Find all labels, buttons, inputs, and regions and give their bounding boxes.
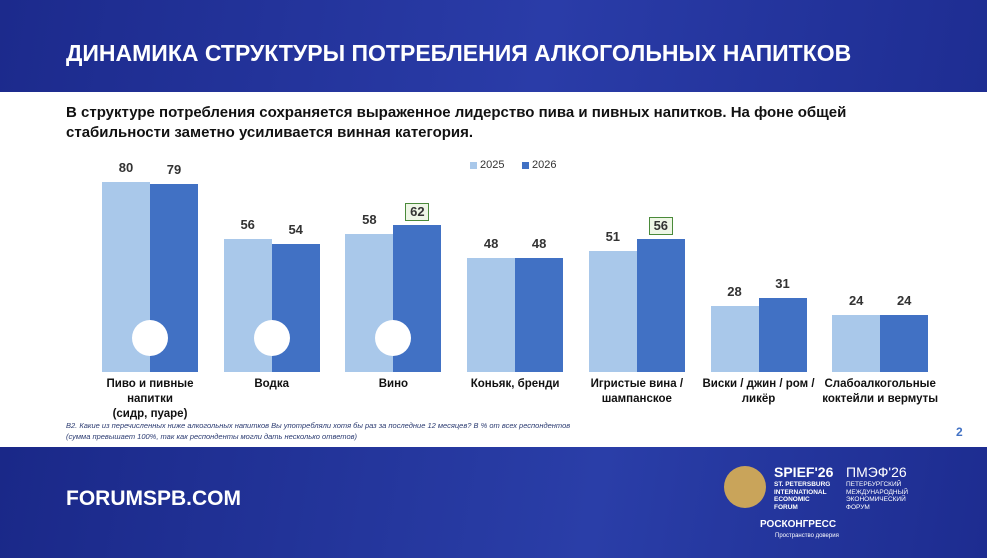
value-label: 79 <box>166 162 182 178</box>
x-tick-label: Виски / джин / ром / ликёр <box>702 378 815 405</box>
subtitle: В структуре потребления сохраняется выра… <box>66 104 847 141</box>
site: FORUMSPB.COM <box>66 487 241 510</box>
bar <box>588 250 637 372</box>
value-label: 56 <box>240 217 255 232</box>
value-label: 51 <box>605 228 621 244</box>
bar <box>832 315 881 372</box>
spief: SPIEF'26 <box>774 464 834 480</box>
value-label: 54 <box>288 221 303 237</box>
x-tick-label: Коньяк, бренди <box>470 378 560 390</box>
icon <box>132 320 168 356</box>
icon <box>375 320 412 356</box>
legend-label: 2025 <box>480 159 505 171</box>
x-tick-label: Пиво и пивные напитки (сидр, пуаре) <box>106 378 194 420</box>
legend-swatch <box>470 162 477 169</box>
x-tick-label: Водка <box>254 378 289 390</box>
header-band <box>0 0 987 92</box>
chart: Пиво и пивные напитки (сидр, пуаре) 80 79 В… <box>102 159 939 420</box>
pmef: ПМЭФ'26 <box>846 464 907 480</box>
footer-band <box>0 447 987 558</box>
x-tick-label: Вино <box>378 378 409 390</box>
bar <box>880 315 929 372</box>
legend-swatch <box>522 162 529 169</box>
x-tick-label: Слабоалкогольные коктейли и вермуты <box>822 378 939 405</box>
value-label: 48 <box>483 236 499 251</box>
bar <box>515 258 564 372</box>
x-tick-label: Игристые вина / шампанское <box>590 378 684 405</box>
value-label: 24 <box>896 293 912 308</box>
value-label: 28 <box>727 283 742 299</box>
title: ДИНАМИКА СТРУКТУРЫ ПОТРЕБЛЕНИЯ АЛКОГОЛЬН… <box>66 40 852 66</box>
bar <box>467 258 516 372</box>
value-label: 80 <box>118 160 134 175</box>
motto: Пространство доверия <box>775 533 839 539</box>
page-number: 2 <box>956 425 963 439</box>
footnote: B2. Какие из перечисленных ниже алкоголь… <box>66 421 571 441</box>
logo <box>724 466 766 508</box>
value-label: 56 <box>648 217 673 235</box>
value-label: 58 <box>362 212 377 228</box>
bar <box>758 298 807 372</box>
value-label: 31 <box>775 276 790 292</box>
value-label: 62 <box>405 202 430 221</box>
legend-label: 2026 <box>532 159 557 171</box>
bar <box>710 305 759 372</box>
pmef-sub: ПЕТЕРБУРГСКИЙ МЕЖДУНАРОДНЫЙ ЭКОНОМИЧЕСКИ… <box>846 481 909 511</box>
value-label: 24 <box>848 293 864 308</box>
roscongress: РОСКОНГРЕСС <box>760 519 837 530</box>
icon <box>253 320 290 356</box>
value-label: 48 <box>531 236 547 251</box>
bar <box>636 239 685 372</box>
spief-sub: ST. PETERSBURG INTERNATIONAL ECONOMIC FO… <box>774 481 831 511</box>
